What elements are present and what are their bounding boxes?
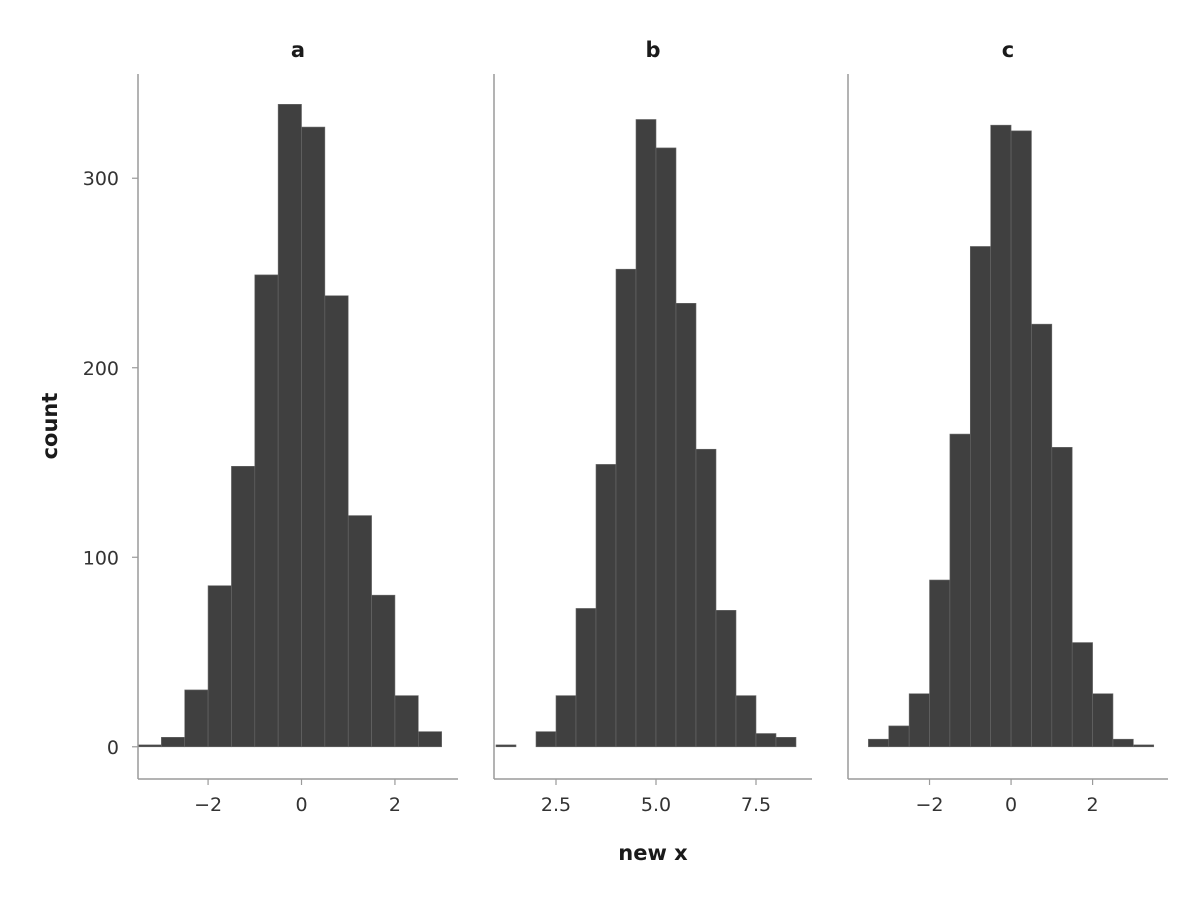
histogram-bar: [1092, 693, 1114, 748]
panel-title: b: [645, 38, 660, 62]
histogram-bar: [888, 725, 910, 748]
x-tick-label: −2: [916, 794, 944, 816]
x-tick-label: 0: [295, 794, 307, 816]
histogram-bar: [695, 448, 717, 748]
histogram-bar: [184, 689, 209, 748]
histogram-bar: [868, 738, 890, 748]
histogram-bar: [575, 608, 597, 748]
histogram-bar: [371, 594, 396, 748]
histogram-bar: [555, 695, 577, 748]
panel-a: a −2 0 2 0 100 200 300: [83, 38, 458, 816]
panel-title: a: [291, 38, 305, 62]
panel-b: b 2.5 5.0 7.5: [493, 38, 812, 816]
x-tick-label: 0: [1005, 794, 1017, 816]
x-tick-label: 5.0: [641, 794, 671, 816]
histogram-bar: [301, 126, 326, 748]
histogram-bar: [655, 147, 677, 748]
x-tick-label: 7.5: [741, 794, 771, 816]
x-tick-label: 2: [389, 794, 401, 816]
histogram-bar: [755, 733, 777, 748]
histogram-bar: [908, 693, 930, 748]
histogram-bar: [1071, 642, 1093, 748]
panels-group: a −2 0 2 0 100 200 300 b 2.5 5.0 7.5 c −2 0 2: [83, 38, 1168, 816]
histogram-bar: [137, 744, 162, 748]
histogram-bar: [615, 268, 637, 748]
histogram-bar: [1051, 447, 1073, 748]
histogram-bar: [1031, 323, 1053, 748]
x-tick-label: 2.5: [541, 794, 571, 816]
histogram-bar: [949, 433, 971, 748]
histogram-bar: [277, 104, 302, 748]
histogram-bar: [929, 579, 951, 748]
histogram-bar: [735, 695, 757, 748]
y-tick-label: 0: [107, 737, 119, 759]
histogram-bar: [990, 124, 1012, 748]
histogram-bar: [1010, 130, 1032, 748]
x-axis-title: new x: [618, 841, 688, 865]
y-tick-label: 200: [83, 358, 119, 380]
panel-title: c: [1002, 38, 1014, 62]
histogram-bar: [715, 610, 737, 748]
histogram-bar: [1112, 738, 1134, 748]
histogram-bar: [495, 744, 517, 748]
histogram-bar: [675, 303, 697, 748]
histogram-bar: [347, 515, 372, 748]
histogram-bar: [254, 274, 279, 748]
y-tick-label: 300: [83, 168, 119, 190]
histogram-bar: [231, 465, 256, 748]
histogram-bar: [207, 585, 232, 748]
histogram-bar: [324, 295, 349, 748]
histogram-bar: [635, 119, 657, 748]
y-axis-title: count: [38, 393, 62, 460]
histogram-bar: [969, 246, 991, 748]
histogram-bar: [417, 731, 442, 748]
histogram-bar: [161, 737, 186, 748]
y-tick-label: 100: [83, 547, 119, 569]
panel-c: c −2 0 2: [847, 38, 1168, 816]
histogram-bar: [1133, 744, 1155, 748]
histogram-bar: [775, 737, 797, 748]
histogram-bar: [394, 695, 419, 748]
histogram-bar: [535, 731, 557, 748]
x-tick-label: 2: [1087, 794, 1099, 816]
x-tick-label: −2: [194, 794, 222, 816]
histogram-bar: [595, 464, 617, 748]
